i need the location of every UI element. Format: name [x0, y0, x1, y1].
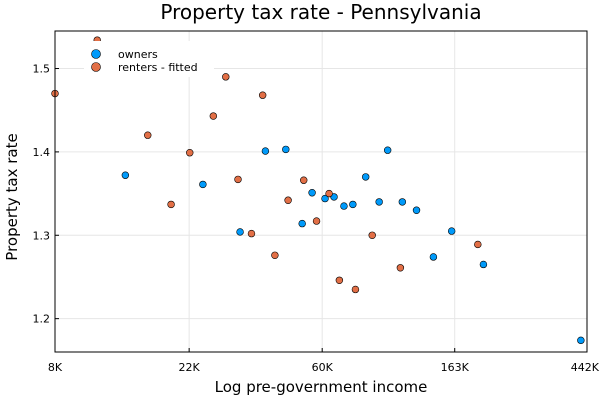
owners-point	[298, 219, 306, 228]
renters-fitted-point	[284, 196, 292, 204]
renters-fitted-point	[271, 251, 279, 259]
owners-point	[361, 173, 370, 181]
y-tick-label: 1.4	[33, 146, 51, 159]
owners-point	[412, 206, 421, 214]
renters-fitted-point	[325, 189, 333, 198]
renters-fitted-point	[167, 200, 175, 209]
y-tick-label: 1.5	[33, 63, 51, 76]
y-axis-label: Property tax rate	[3, 133, 21, 260]
axis-ticks: 8K 22K 60K 163K 442K 1.2 1.3 1.4 1.5	[33, 63, 600, 374]
renters-fitted-point	[144, 131, 152, 139]
owners-point	[121, 171, 130, 179]
x-tick-label: 60K	[312, 361, 334, 374]
y-tick-label: 1.2	[33, 313, 51, 326]
owners-point	[261, 147, 270, 155]
grid-lines	[54, 31, 588, 352]
renters-fitted-point	[335, 276, 344, 284]
plot-frame	[54, 30, 588, 353]
owners-point	[340, 202, 348, 210]
owners-point	[447, 227, 456, 235]
owners-point	[308, 189, 316, 197]
x-axis-label: Log pre-government income	[215, 378, 428, 396]
legend-label-renters-fitted: renters - fitted	[118, 61, 198, 74]
x-tick-label: 22K	[179, 361, 201, 374]
renters-fitted-point	[368, 231, 376, 239]
renters-fitted-point	[312, 217, 321, 225]
owners-point	[577, 336, 585, 345]
renters-fitted-point	[474, 240, 482, 249]
renters-fitted-point	[351, 285, 360, 294]
owners-point	[479, 260, 488, 269]
renters-fitted-point	[300, 176, 308, 184]
owners-point	[429, 253, 438, 261]
owners-point	[282, 145, 290, 154]
x-tick-label: 163K	[441, 361, 470, 374]
owners-point	[383, 146, 392, 154]
legend-box	[84, 41, 214, 77]
x-tick-label: 8K	[48, 361, 63, 374]
renters-fitted-point	[222, 73, 230, 81]
data-points	[51, 36, 585, 345]
owners-point	[375, 198, 383, 206]
owners-point	[236, 228, 244, 236]
renters-fitted-point	[234, 175, 242, 184]
owners-point	[398, 198, 407, 206]
legend-label-owners: owners	[118, 48, 158, 61]
owners-point	[321, 194, 329, 203]
renters-fitted-point	[209, 112, 218, 120]
y-tick-label: 1.3	[33, 229, 51, 242]
owners-point	[349, 200, 357, 209]
x-tick-label: 442K	[571, 361, 600, 374]
renters-fitted-point	[186, 149, 194, 157]
chart-title: Property tax rate - Pennsylvania	[160, 0, 481, 24]
legend-marker-owners	[91, 49, 101, 59]
renters-fitted-point	[396, 264, 405, 272]
renters-fitted-point	[247, 229, 256, 238]
owners-point	[199, 180, 207, 189]
renters-fitted-point	[258, 91, 267, 99]
legend-marker-renters-fitted	[91, 62, 101, 72]
